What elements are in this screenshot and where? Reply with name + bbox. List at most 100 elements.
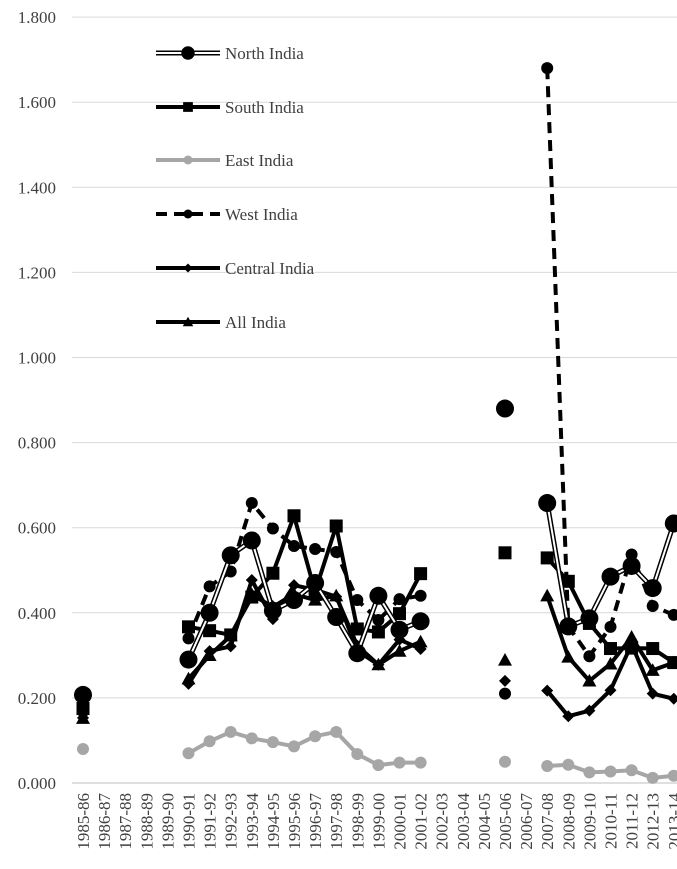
legend-item: All India [156, 313, 286, 332]
legend-label: North India [225, 44, 304, 63]
data-point [622, 556, 641, 575]
data-point [266, 566, 280, 580]
legend-item: North India [156, 44, 304, 63]
data-point [496, 399, 514, 418]
data-point [541, 759, 554, 772]
data-point [203, 580, 216, 593]
data-point [540, 588, 555, 602]
y-tick-label: 1.400 [18, 178, 56, 197]
data-point [603, 656, 618, 670]
data-point [538, 494, 557, 513]
x-tick-label: 2011-12 [623, 793, 642, 849]
data-point [245, 574, 258, 587]
x-tick-label: 1991-92 [201, 793, 220, 850]
data-point [329, 588, 344, 602]
legend-item: East India [156, 151, 294, 170]
data-point [646, 599, 659, 612]
data-point [330, 545, 343, 558]
data-point [224, 725, 237, 738]
data-point [583, 766, 596, 779]
legend-marker [183, 263, 193, 273]
data-point [562, 710, 575, 723]
legend-marker [183, 209, 193, 219]
x-tick-label: 2003-04 [454, 793, 473, 850]
x-tick-label: 1992-93 [222, 793, 241, 850]
data-point [179, 650, 198, 669]
data-point [664, 514, 677, 533]
legend-marker [183, 102, 193, 112]
legend-item: Central India [156, 259, 315, 278]
legend-item: West India [156, 205, 298, 224]
data-point [266, 736, 279, 749]
data-point [287, 509, 301, 523]
data-point [583, 650, 596, 663]
legend-item: South India [156, 98, 304, 117]
data-point [646, 687, 659, 700]
data-point [245, 732, 258, 745]
data-point [393, 607, 406, 621]
x-tick-label: 1986-87 [95, 793, 114, 850]
legend-label: West India [225, 205, 298, 224]
data-point [181, 671, 196, 685]
data-point [604, 684, 617, 697]
y-tick-label: 0.200 [18, 689, 56, 708]
data-point [327, 608, 346, 627]
data-point [625, 548, 638, 561]
data-point [562, 758, 575, 771]
data-point [309, 542, 322, 555]
x-tick-label: 2000-01 [391, 793, 410, 850]
plot-area [74, 62, 677, 784]
data-point [202, 648, 217, 661]
data-point [224, 640, 237, 653]
data-point [182, 632, 195, 645]
legend-label: East India [225, 151, 294, 170]
data-point [263, 601, 282, 620]
data-point [582, 673, 597, 687]
data-point [306, 574, 325, 593]
data-point [350, 622, 364, 636]
data-point [288, 740, 300, 753]
x-tick-label: 1985-86 [74, 793, 93, 850]
data-point [498, 546, 512, 560]
x-tick-label: 1995-96 [285, 793, 304, 850]
data-point [371, 625, 385, 639]
legend-label: Central India [225, 259, 315, 278]
data-point [245, 497, 258, 510]
data-point [221, 546, 240, 565]
data-point [245, 590, 259, 604]
data-point [74, 685, 92, 704]
x-tick-label: 2013-14 [665, 793, 677, 850]
data-point [646, 642, 660, 656]
data-point [499, 687, 511, 700]
data-point [411, 612, 430, 631]
data-point [413, 634, 428, 648]
y-axis-tick-labels: 0.000 0.200 0.400 0.600 0.800 1.000 1.200 1.400… [18, 8, 56, 793]
data-point [348, 644, 367, 663]
data-point [541, 684, 554, 697]
x-tick-label: 2004-05 [475, 793, 494, 850]
data-point [203, 624, 217, 638]
data-point [200, 603, 219, 622]
data-point [667, 769, 677, 782]
x-tick-label: 2007-08 [538, 793, 557, 850]
x-tick-label: 1990-91 [180, 793, 199, 850]
legend-marker [183, 155, 193, 165]
legend: North India South India East India West Ind… [156, 44, 315, 332]
data-point [499, 755, 511, 768]
data-point [580, 609, 599, 628]
data-point [329, 519, 343, 533]
data-point [541, 62, 554, 75]
data-point [643, 579, 662, 598]
legend-marker [182, 316, 194, 327]
data-point [351, 594, 364, 607]
x-tick-label: 2012-13 [644, 793, 663, 850]
data-point [76, 711, 90, 724]
data-point [203, 735, 216, 748]
data-point [393, 756, 406, 769]
data-point [583, 704, 596, 717]
data-point [372, 614, 385, 627]
gridlines [72, 16, 677, 784]
x-tick-label: 2005-06 [496, 793, 515, 850]
x-tick-label: 1987-88 [116, 793, 135, 850]
data-point [540, 551, 554, 565]
